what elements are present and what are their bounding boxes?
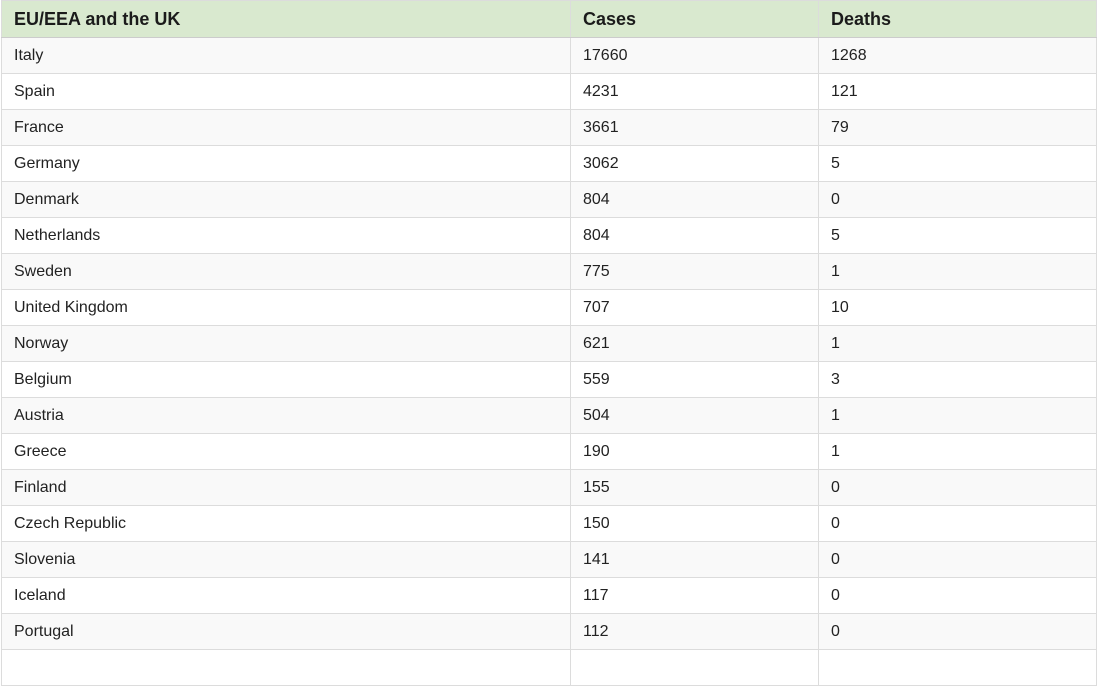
country-cell: Norway: [1, 325, 571, 362]
country-cell: France: [1, 109, 571, 146]
country-cell: [1, 649, 571, 686]
table-row: Italy 17660 1268: [1, 37, 1097, 74]
deaths-cell: 0: [818, 613, 1097, 650]
table-row: Spain 4231 121: [1, 73, 1097, 110]
country-cell: Czech Republic: [1, 505, 571, 542]
deaths-cell: 5: [818, 145, 1097, 182]
country-cell: Portugal: [1, 613, 571, 650]
country-cell: Germany: [1, 145, 571, 182]
deaths-cell: 0: [818, 181, 1097, 218]
table-row: Finland 155 0: [1, 469, 1097, 506]
table-body: Italy 17660 1268 Spain 4231 121 France 3661 79 Ge…: [1, 37, 1097, 686]
table-row: United Kingdom 707 10: [1, 289, 1097, 326]
cases-cell: 707: [570, 289, 819, 326]
country-cell: Austria: [1, 397, 571, 434]
country-cell: United Kingdom: [1, 289, 571, 326]
cases-cell: 4231: [570, 73, 819, 110]
table-header: EU/EEA and the UK Cases Deaths: [1, 0, 1097, 38]
deaths-cell: 1: [818, 325, 1097, 362]
deaths-cell: 5: [818, 217, 1097, 254]
table-row: Iceland 117 0: [1, 577, 1097, 614]
table-row: Netherlands 804 5: [1, 217, 1097, 254]
cases-cell: 3062: [570, 145, 819, 182]
deaths-cell: [818, 649, 1097, 686]
cases-cell: 150: [570, 505, 819, 542]
country-cell: Slovenia: [1, 541, 571, 578]
deaths-cell: 1: [818, 253, 1097, 290]
column-header-deaths: Deaths: [818, 0, 1097, 38]
country-cell: Italy: [1, 37, 571, 74]
deaths-cell: 0: [818, 577, 1097, 614]
column-header-region: EU/EEA and the UK: [1, 0, 571, 38]
header-row: EU/EEA and the UK Cases Deaths: [1, 0, 1097, 38]
table-row: Austria 504 1: [1, 397, 1097, 434]
country-cell: Finland: [1, 469, 571, 506]
deaths-cell: 1: [818, 433, 1097, 470]
deaths-cell: 1268: [818, 37, 1097, 74]
cases-cell: [570, 649, 819, 686]
cases-cell: 17660: [570, 37, 819, 74]
country-cell: Iceland: [1, 577, 571, 614]
deaths-cell: 0: [818, 469, 1097, 506]
cases-cell: 112: [570, 613, 819, 650]
cases-cell: 621: [570, 325, 819, 362]
deaths-cell: 1: [818, 397, 1097, 434]
cases-cell: 804: [570, 217, 819, 254]
column-header-cases: Cases: [570, 0, 819, 38]
table-row: Denmark 804 0: [1, 181, 1097, 218]
deaths-cell: 121: [818, 73, 1097, 110]
cases-cell: 559: [570, 361, 819, 398]
table-row: Belgium 559 3: [1, 361, 1097, 398]
table-row: Sweden 775 1: [1, 253, 1097, 290]
deaths-cell: 0: [818, 541, 1097, 578]
cases-cell: 775: [570, 253, 819, 290]
cases-cell: 804: [570, 181, 819, 218]
table-row: Norway 621 1: [1, 325, 1097, 362]
table-row: Czech Republic 150 0: [1, 505, 1097, 542]
deaths-cell: 79: [818, 109, 1097, 146]
deaths-cell: 10: [818, 289, 1097, 326]
table-row: Germany 3062 5: [1, 145, 1097, 182]
deaths-cell: 3: [818, 361, 1097, 398]
table-row: Greece 190 1: [1, 433, 1097, 470]
cases-cell: 155: [570, 469, 819, 506]
cases-cell: 3661: [570, 109, 819, 146]
country-cell: Sweden: [1, 253, 571, 290]
deaths-cell: 0: [818, 505, 1097, 542]
country-cell: Spain: [1, 73, 571, 110]
cases-cell: 141: [570, 541, 819, 578]
cases-cell: 117: [570, 577, 819, 614]
country-cell: Netherlands: [1, 217, 571, 254]
country-cell: Denmark: [1, 181, 571, 218]
country-cell: Belgium: [1, 361, 571, 398]
cases-cell: 504: [570, 397, 819, 434]
cases-cell: 190: [570, 433, 819, 470]
table-row: Portugal 112 0: [1, 613, 1097, 650]
table-row-partial: [1, 649, 1097, 686]
country-cell: Greece: [1, 433, 571, 470]
table-row: France 3661 79: [1, 109, 1097, 146]
table-row: Slovenia 141 0: [1, 541, 1097, 578]
